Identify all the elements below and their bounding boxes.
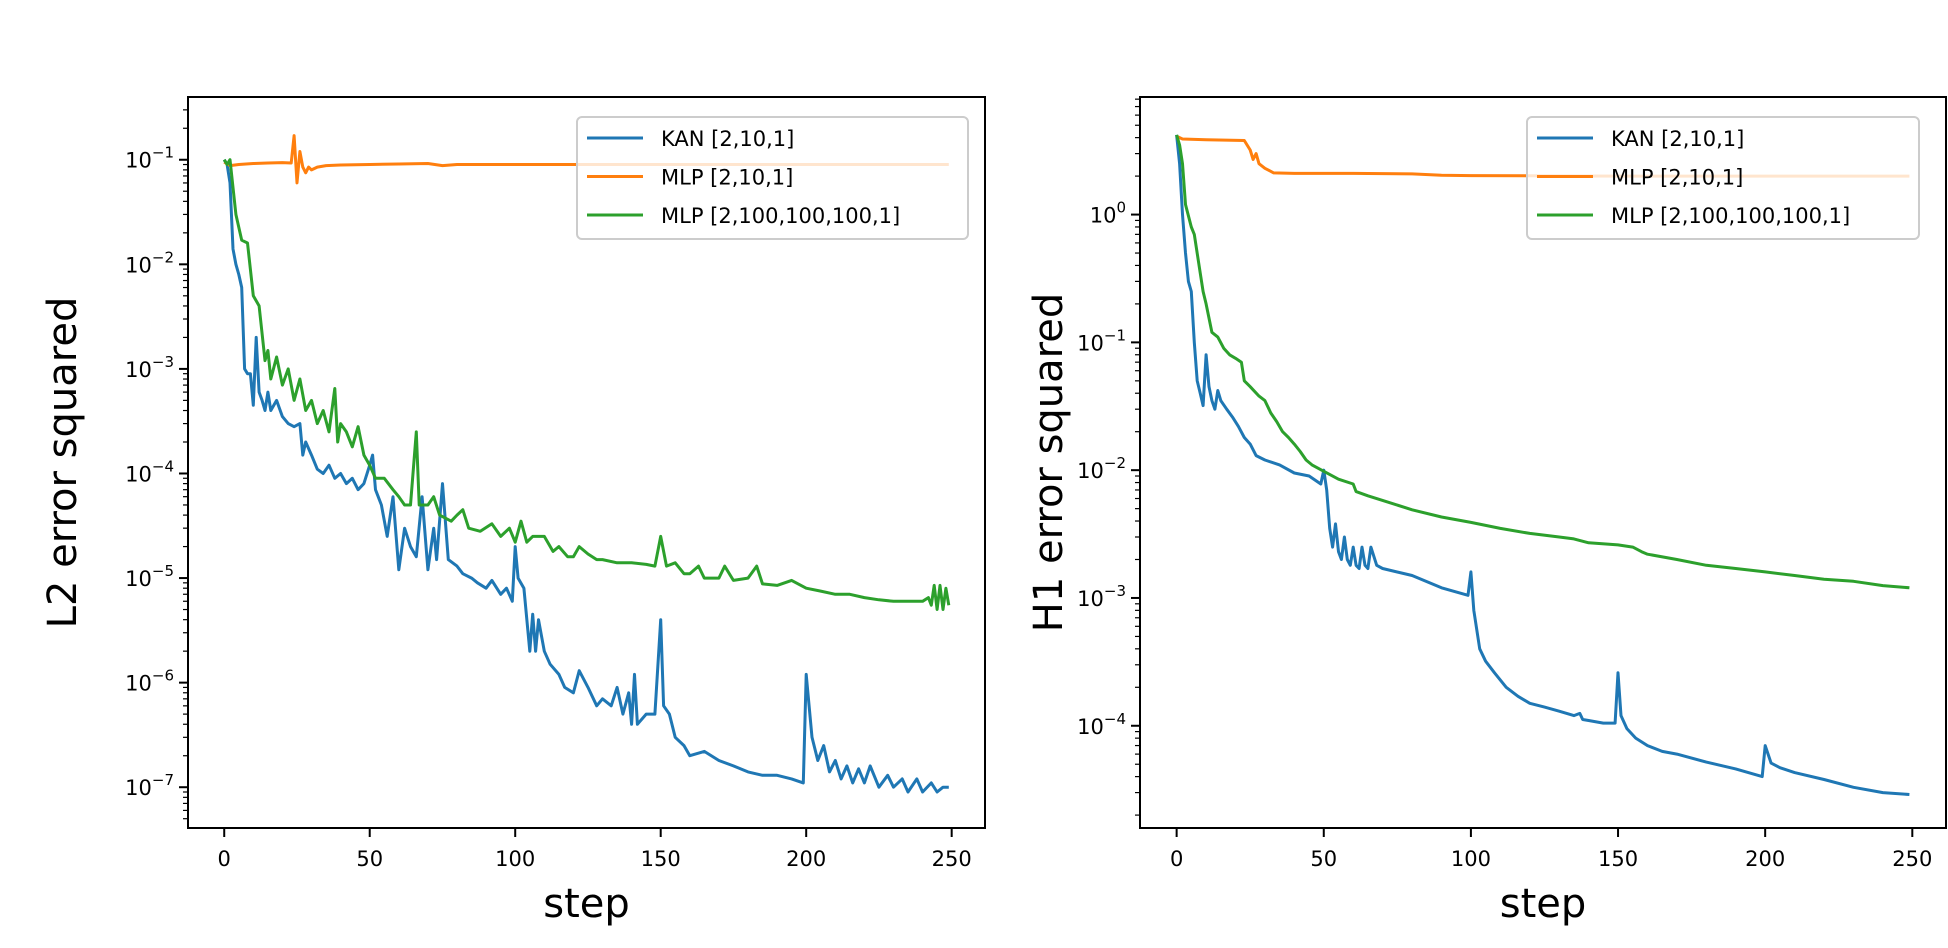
h1-error-plot: 0 50 100 150 200 25010010−110−210−310−4stepH1…: [1026, 96, 1947, 927]
x-tick-label: 50: [1310, 847, 1337, 871]
x-tick-label: 150: [641, 847, 681, 871]
y-tick-label: 10−6: [125, 667, 174, 696]
x-tick-label: 0: [218, 847, 231, 871]
series-line-mlp-small: [223, 134, 949, 185]
y-tick-exponent: −1: [1104, 326, 1126, 344]
y-tick-label: 10−5: [125, 562, 174, 591]
y-tick-label: 10−3: [1077, 582, 1126, 611]
x-tick-label: 250: [1892, 847, 1932, 871]
legend: KAN [2,10,1] MLP [2,10,1] MLP [2,100,100,1…: [576, 116, 969, 240]
series-line-mlp-big: [1175, 134, 1910, 590]
x-axis-label: step: [1500, 881, 1587, 927]
y-tick-base: 10: [1090, 204, 1117, 228]
series-line-kan: [222, 158, 949, 794]
y-tick-base: 10: [125, 462, 152, 486]
y-tick-label: 10−2: [1077, 454, 1126, 483]
y-axis-label: H1 error squared: [1026, 293, 1072, 632]
y-tick-exponent: −3: [152, 353, 174, 371]
y-tick-label: 10−4: [1077, 710, 1126, 739]
y-tick-label: 10−1: [125, 144, 174, 173]
y-tick-exponent: −3: [1104, 582, 1126, 600]
y-tick-base: 10: [1077, 459, 1104, 483]
x-tick-label: 100: [495, 847, 535, 871]
y-tick-label: 10−2: [125, 248, 174, 277]
legend-box: [576, 116, 969, 240]
x-axis-label: step: [543, 881, 630, 927]
axes-frame: [187, 96, 986, 829]
legend-label: MLP [2,10,1]: [1611, 166, 1743, 190]
axes-frame: [1139, 96, 1947, 829]
x-tick-label: 50: [356, 847, 383, 871]
y-tick-label: 10−7: [125, 771, 174, 800]
legend-label: MLP [2,10,1]: [661, 166, 793, 190]
legend: KAN [2,10,1] MLP [2,10,1] MLP [2,100,100,1…: [1526, 116, 1920, 240]
series-line-mlp-big: [222, 158, 951, 611]
y-axis-label: L2 error squared: [40, 297, 86, 629]
y-tick-base: 10: [1077, 587, 1104, 611]
y-tick-base: 10: [125, 358, 152, 382]
y-tick-label: 10−1: [1077, 326, 1126, 355]
y-tick-exponent: −7: [152, 771, 174, 789]
y-tick-base: 10: [125, 567, 152, 591]
x-tick-label: 100: [1451, 847, 1491, 871]
y-tick-exponent: −2: [1104, 454, 1126, 472]
y-tick-base: 10: [1077, 331, 1104, 355]
x-tick-label: 150: [1598, 847, 1638, 871]
l2-error-plot: 0 50 100 150 200 25010−110−210−310−410−510−61…: [40, 96, 986, 927]
y-tick-label: 10−4: [125, 457, 174, 486]
y-tick-base: 10: [125, 253, 152, 277]
y-tick-exponent: −6: [152, 667, 174, 685]
legend-label: MLP [2,100,100,100,1]: [661, 204, 900, 228]
y-tick-exponent: −4: [152, 457, 174, 475]
series-line-mlp-small: [1175, 134, 1910, 178]
series-line-kan: [1175, 134, 1910, 796]
y-tick-label: 10−3: [125, 353, 174, 382]
x-tick-label: 200: [1745, 847, 1785, 871]
x-tick-label: 250: [932, 847, 972, 871]
y-tick-label: 100: [1090, 199, 1126, 228]
y-tick-exponent: −5: [152, 562, 174, 580]
legend-label: MLP [2,100,100,100,1]: [1611, 204, 1850, 228]
y-tick-exponent: −2: [152, 248, 174, 266]
y-tick-base: 10: [1077, 715, 1104, 739]
legend-label: KAN [2,10,1]: [1611, 127, 1744, 151]
y-tick-exponent: −4: [1104, 710, 1126, 728]
legend-label: KAN [2,10,1]: [661, 127, 794, 151]
y-tick-base: 10: [125, 776, 152, 800]
y-tick-exponent: −1: [152, 144, 174, 162]
x-tick-label: 0: [1170, 847, 1183, 871]
y-tick-exponent: 0: [1116, 199, 1126, 217]
y-tick-base: 10: [125, 672, 152, 696]
legend-box: [1526, 116, 1920, 240]
y-tick-base: 10: [125, 149, 152, 173]
x-tick-label: 200: [786, 847, 826, 871]
